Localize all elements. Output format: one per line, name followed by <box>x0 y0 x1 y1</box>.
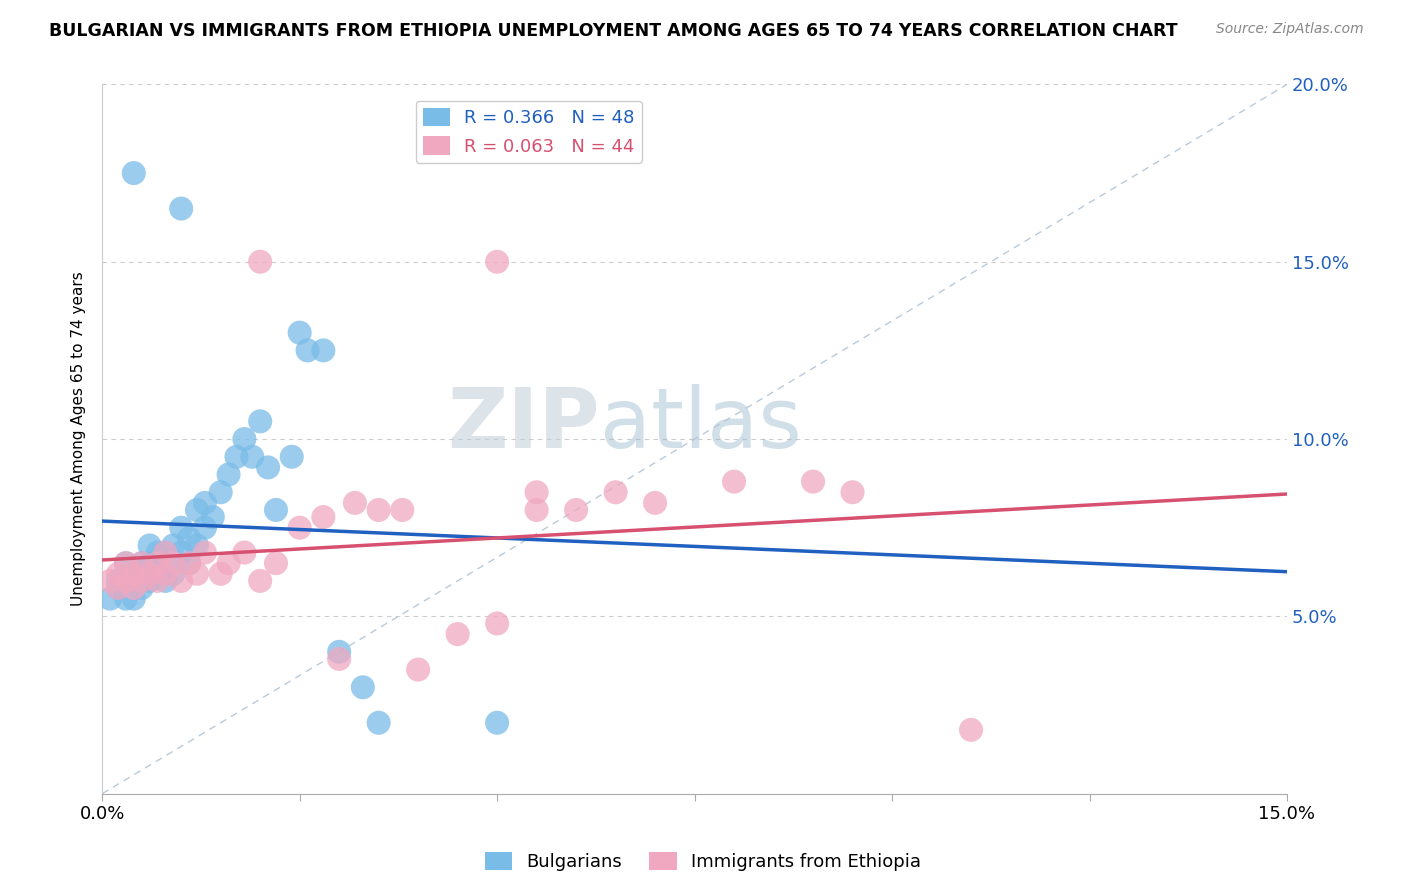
Point <box>170 574 193 588</box>
Point <box>170 521 193 535</box>
Point <box>98 574 121 588</box>
Point <box>264 556 287 570</box>
Point <box>115 591 138 606</box>
Text: ZIP: ZIP <box>447 384 600 466</box>
Point <box>122 581 145 595</box>
Point <box>328 645 350 659</box>
Point <box>177 556 200 570</box>
Point <box>723 475 745 489</box>
Point <box>201 510 224 524</box>
Point <box>107 574 129 588</box>
Point <box>155 545 177 559</box>
Point <box>115 556 138 570</box>
Text: BULGARIAN VS IMMIGRANTS FROM ETHIOPIA UNEMPLOYMENT AMONG AGES 65 TO 74 YEARS COR: BULGARIAN VS IMMIGRANTS FROM ETHIOPIA UN… <box>49 22 1178 40</box>
Point <box>162 556 184 570</box>
Point <box>107 581 129 595</box>
Point <box>288 326 311 340</box>
Point <box>565 503 588 517</box>
Point <box>233 545 256 559</box>
Point <box>605 485 627 500</box>
Point <box>312 510 335 524</box>
Point <box>367 715 389 730</box>
Point <box>155 574 177 588</box>
Point <box>526 503 548 517</box>
Legend: Bulgarians, Immigrants from Ethiopia: Bulgarians, Immigrants from Ethiopia <box>478 845 928 879</box>
Point <box>115 574 138 588</box>
Point <box>644 496 666 510</box>
Point <box>240 450 263 464</box>
Text: atlas: atlas <box>600 384 801 466</box>
Point <box>343 496 366 510</box>
Point <box>131 556 153 570</box>
Point <box>297 343 319 358</box>
Legend: R = 0.366   N = 48, R = 0.063   N = 44: R = 0.366 N = 48, R = 0.063 N = 44 <box>416 101 643 162</box>
Point <box>486 715 509 730</box>
Point <box>131 574 153 588</box>
Point <box>155 566 177 581</box>
Point <box>146 574 169 588</box>
Point <box>526 485 548 500</box>
Point <box>131 581 153 595</box>
Point <box>186 503 208 517</box>
Point <box>122 574 145 588</box>
Point <box>391 503 413 517</box>
Point <box>209 566 232 581</box>
Point <box>122 166 145 180</box>
Point <box>233 432 256 446</box>
Point <box>249 254 271 268</box>
Point <box>107 566 129 581</box>
Point <box>249 414 271 428</box>
Point <box>312 343 335 358</box>
Point <box>406 663 429 677</box>
Point <box>446 627 468 641</box>
Point <box>486 254 509 268</box>
Point <box>170 545 193 559</box>
Point <box>131 574 153 588</box>
Point <box>162 538 184 552</box>
Point <box>367 503 389 517</box>
Point <box>146 566 169 581</box>
Point <box>146 556 169 570</box>
Point <box>146 545 169 559</box>
Point <box>155 545 177 559</box>
Point <box>486 616 509 631</box>
Point <box>264 503 287 517</box>
Point <box>186 566 208 581</box>
Point <box>162 566 184 581</box>
Point <box>170 202 193 216</box>
Point <box>138 566 160 581</box>
Point <box>107 581 129 595</box>
Point <box>177 556 200 570</box>
Point <box>98 591 121 606</box>
Point <box>218 556 240 570</box>
Point <box>122 566 145 581</box>
Point <box>209 485 232 500</box>
Point <box>131 556 153 570</box>
Point <box>801 475 824 489</box>
Point <box>225 450 247 464</box>
Point <box>138 574 160 588</box>
Point <box>288 521 311 535</box>
Point <box>177 532 200 546</box>
Point <box>960 723 983 737</box>
Y-axis label: Unemployment Among Ages 65 to 74 years: Unemployment Among Ages 65 to 74 years <box>72 272 86 607</box>
Point <box>194 521 217 535</box>
Point <box>122 591 145 606</box>
Point <box>115 556 138 570</box>
Point <box>115 574 138 588</box>
Point <box>194 545 217 559</box>
Point <box>138 538 160 552</box>
Point <box>841 485 863 500</box>
Point <box>328 652 350 666</box>
Point <box>218 467 240 482</box>
Point <box>249 574 271 588</box>
Point <box>257 460 280 475</box>
Point <box>138 556 160 570</box>
Point <box>281 450 304 464</box>
Text: Source: ZipAtlas.com: Source: ZipAtlas.com <box>1216 22 1364 37</box>
Point <box>194 496 217 510</box>
Point <box>352 681 374 695</box>
Point <box>186 538 208 552</box>
Point <box>122 566 145 581</box>
